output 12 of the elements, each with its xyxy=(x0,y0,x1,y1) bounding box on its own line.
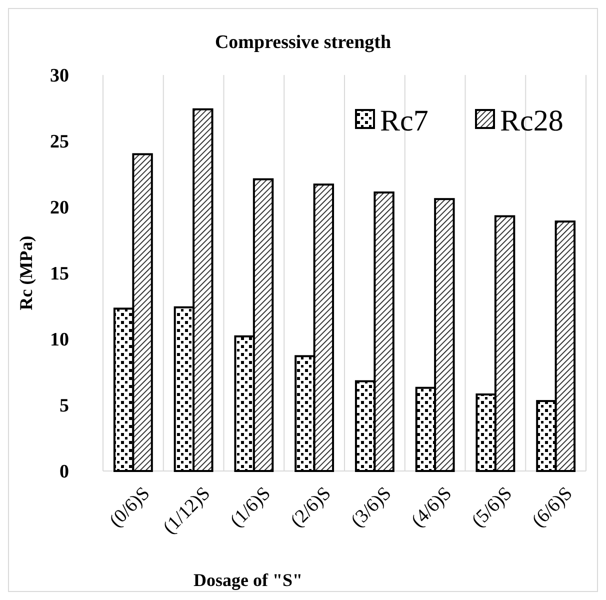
y-tick-label: 0 xyxy=(60,462,69,483)
y-tick-label: 5 xyxy=(60,396,69,417)
y-axis-title: Rc (MPa) xyxy=(16,236,36,310)
legend-label: Rc7 xyxy=(380,104,428,138)
chart-title: Compressive strength xyxy=(214,32,392,53)
legend-label: Rc28 xyxy=(500,104,564,138)
y-tick-label: 10 xyxy=(50,330,69,351)
x-axis-title: Dosage of "S" xyxy=(194,570,302,590)
y-tick-label: 30 xyxy=(50,66,69,87)
y-tick-label: 15 xyxy=(50,264,69,285)
y-tick-label: 25 xyxy=(50,132,69,153)
y-tick-label: 20 xyxy=(50,198,69,219)
